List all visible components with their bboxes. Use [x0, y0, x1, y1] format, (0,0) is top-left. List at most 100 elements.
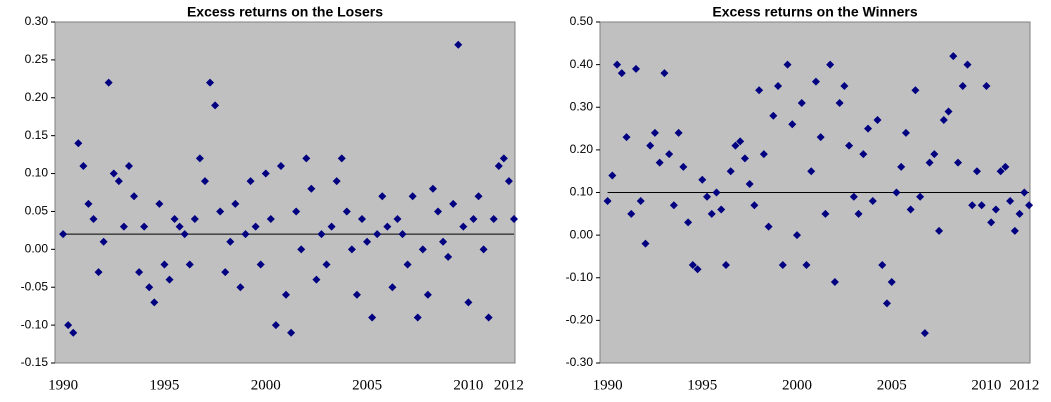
- point: [398, 230, 407, 239]
- point: [74, 139, 83, 148]
- point: [271, 321, 280, 330]
- y-tick-label: 0.30: [570, 99, 594, 113]
- y-tick-label: 0.15: [25, 128, 49, 142]
- point: [337, 154, 346, 163]
- point: [84, 199, 93, 208]
- point: [613, 60, 622, 69]
- point: [135, 268, 144, 277]
- point: [759, 150, 768, 159]
- point: [433, 207, 442, 216]
- point: [745, 179, 754, 188]
- point: [750, 201, 759, 210]
- point: [897, 162, 906, 171]
- y-tick-label: -0.30: [566, 355, 594, 369]
- point: [312, 275, 321, 284]
- y-tick-label: 0.00: [25, 242, 49, 256]
- point: [859, 150, 868, 159]
- y-tick-label: 0.20: [570, 142, 594, 156]
- point: [954, 158, 963, 167]
- point: [200, 177, 209, 186]
- point: [504, 177, 513, 186]
- point: [707, 209, 716, 218]
- point: [608, 171, 617, 180]
- point: [342, 207, 351, 216]
- point: [236, 283, 245, 292]
- point: [849, 192, 858, 201]
- point: [1010, 226, 1019, 235]
- point: [302, 154, 311, 163]
- point: [835, 98, 844, 107]
- point: [968, 201, 977, 210]
- point: [216, 207, 225, 216]
- point: [494, 161, 503, 170]
- point: [1020, 188, 1029, 197]
- y-tick-label: -0.10: [21, 317, 49, 331]
- point: [1025, 201, 1034, 210]
- point: [413, 313, 422, 322]
- point: [755, 86, 764, 95]
- point: [226, 237, 235, 246]
- point: [479, 245, 488, 254]
- point: [459, 222, 468, 231]
- point: [109, 169, 118, 178]
- point: [439, 237, 448, 246]
- y-tick-label: 0.10: [570, 185, 594, 199]
- x-tick-label: 2012: [1009, 377, 1039, 393]
- x-tick-label: 1995: [687, 377, 717, 393]
- point: [484, 313, 493, 322]
- point: [783, 60, 792, 69]
- point: [327, 222, 336, 231]
- y-tick-label: 0.05: [25, 204, 49, 218]
- point: [958, 81, 967, 90]
- point: [712, 188, 721, 197]
- point: [99, 237, 108, 246]
- point: [807, 167, 816, 176]
- point: [684, 218, 693, 227]
- point: [307, 184, 316, 193]
- point: [864, 124, 873, 133]
- point: [165, 275, 174, 284]
- point: [190, 215, 199, 224]
- point: [703, 192, 712, 201]
- point: [996, 167, 1005, 176]
- point: [830, 278, 839, 287]
- point: [660, 69, 669, 78]
- point: [802, 260, 811, 269]
- point: [378, 192, 387, 201]
- x-tick-label: 1995: [149, 377, 179, 393]
- point: [911, 86, 920, 95]
- point: [449, 199, 458, 208]
- point: [59, 230, 68, 239]
- chart-title: Excess returns on the Winners: [712, 4, 917, 20]
- x-tick-label: 2005: [352, 377, 382, 393]
- point: [358, 215, 367, 224]
- point: [261, 169, 270, 178]
- point: [185, 260, 194, 269]
- point: [1006, 197, 1015, 206]
- point: [882, 299, 891, 308]
- point: [297, 245, 306, 254]
- point: [892, 188, 901, 197]
- point: [811, 77, 820, 86]
- point: [352, 290, 361, 299]
- point: [509, 215, 518, 224]
- point: [774, 81, 783, 90]
- point: [693, 265, 702, 274]
- point: [736, 137, 745, 146]
- point: [873, 116, 882, 125]
- y-tick-label: -0.20: [566, 313, 594, 327]
- point: [388, 283, 397, 292]
- chart-title: Excess returns on the Losers: [187, 4, 383, 20]
- y-tick-label: 0.00: [570, 227, 594, 241]
- y-tick-label: 0.30: [25, 14, 49, 28]
- point: [674, 128, 683, 137]
- point: [276, 161, 285, 170]
- point: [901, 128, 910, 137]
- point: [418, 245, 427, 254]
- plot-area: [54, 21, 516, 364]
- point: [1015, 209, 1024, 218]
- point: [145, 283, 154, 292]
- point: [972, 167, 981, 176]
- point: [251, 222, 260, 231]
